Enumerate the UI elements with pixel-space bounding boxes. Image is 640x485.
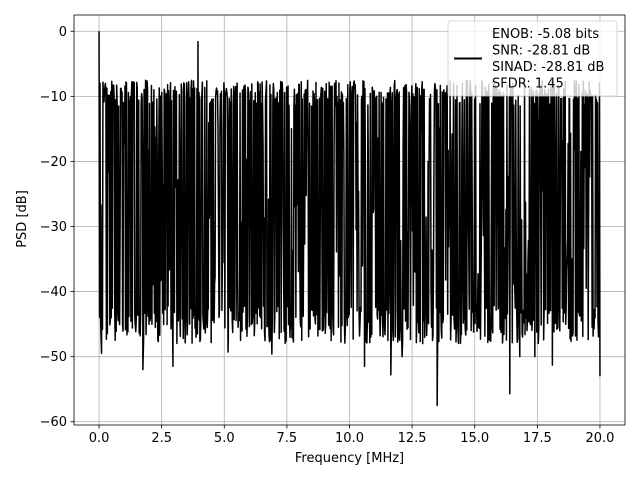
x-tick-label: 5.0	[214, 431, 235, 446]
y-axis-label: PSD [dB]	[15, 190, 30, 248]
y-tick-label: −10	[40, 90, 67, 105]
x-tick-label: 2.5	[151, 431, 172, 446]
x-axis: 0.0 2.5 5.0 7.5 10.0 12.5 15.0 17.5 20.0	[89, 425, 614, 446]
y-tick-label: −30	[40, 220, 67, 235]
x-tick-label: 7.5	[277, 431, 298, 446]
x-tick-label: 20.0	[585, 431, 614, 446]
plot-area	[98, 31, 601, 407]
y-tick-label: −20	[40, 155, 67, 170]
y-tick-label: −50	[40, 350, 67, 365]
y-tick-label: 0	[59, 25, 67, 40]
x-tick-label: 15.0	[460, 431, 489, 446]
y-axis: 0 −10 −20 −30 −40 −50 −60	[40, 25, 74, 430]
y-tick-label: −40	[40, 285, 67, 300]
legend-box	[447, 20, 618, 97]
legend-entry-label-line: SINAD: -28.81 dB	[492, 60, 604, 75]
legend-entry-label-line: SNR: -28.81 dB	[492, 44, 590, 59]
y-tick-label: −60	[40, 415, 67, 430]
x-tick-label: 17.5	[523, 431, 552, 446]
x-tick-label: 10.0	[335, 431, 364, 446]
x-tick-label: 12.5	[398, 431, 427, 446]
legend-entry-label-line: SFDR: 1.45	[492, 77, 564, 92]
legend-entry-label-line: ENOB: -5.08 bits	[492, 27, 599, 42]
x-tick-label: 0.0	[89, 431, 110, 446]
x-axis-label: Frequency [MHz]	[295, 451, 404, 466]
psd-series-line	[98, 31, 601, 407]
